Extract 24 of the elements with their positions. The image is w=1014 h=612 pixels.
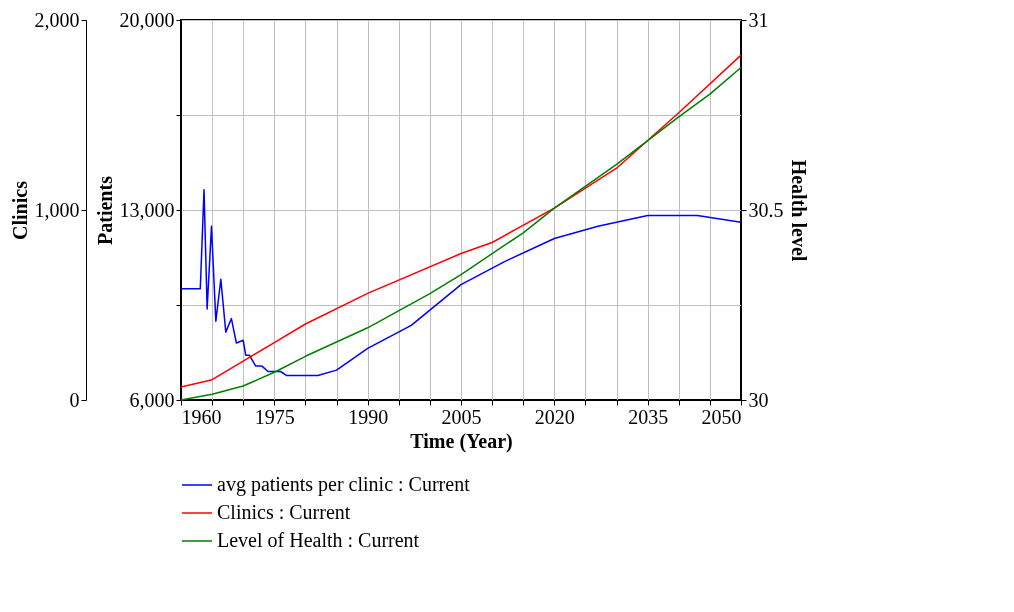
x-tick-label: 1990 [348,405,389,428]
y-tick-label: 6,000 [129,388,175,411]
y3-tick-label: 30.5 [748,198,784,221]
x-tick-label: 2035 [628,405,669,428]
y-tick-label: 13,000 [119,198,175,221]
y2-tick-label: 2,000 [34,8,80,31]
x-tick-label: 2050 [701,405,742,428]
y-tick-label: 20,000 [119,8,175,31]
legend-label: Level of Health : Current [217,529,420,551]
y3-tick-label: 31 [748,8,769,31]
y2-axis-title: Clinics [8,180,31,240]
y2-tick-label: 0 [69,388,80,411]
y2-tick-label: 1,000 [34,198,80,221]
legend-label: avg patients per clinic : Current [217,473,471,496]
y-axis-title: Patients [93,175,116,245]
line-series [180,188,742,377]
y3-axis-title: Health level [787,159,810,262]
y3-tick-label: 30 [748,388,769,411]
x-tick-label: 1960 [181,405,222,428]
legend-label: Clinics : Current [217,501,351,523]
x-tick-label: 2005 [441,405,482,428]
x-tick-label: 1975 [254,405,295,428]
x-tick-label: 2020 [534,405,575,428]
x-axis-title: Time (Year) [410,429,513,453]
